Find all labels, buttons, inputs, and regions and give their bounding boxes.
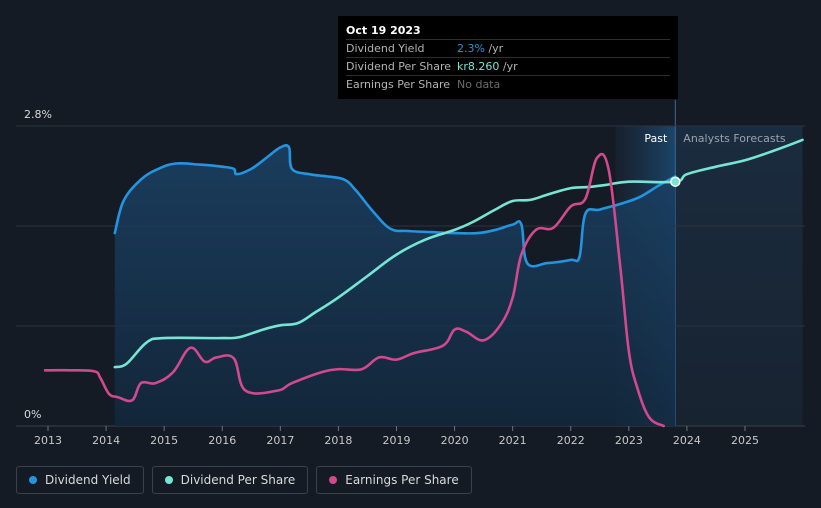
legend-item-earnings-per-share[interactable]: Earnings Per Share <box>316 466 472 494</box>
tooltip-value: kr8.260 <box>457 60 500 73</box>
dividend-yield-area <box>114 145 676 426</box>
tooltip-label: Dividend Per Share <box>346 60 452 73</box>
x-tick-label: 2014 <box>92 434 120 447</box>
tooltip-date: Oct 19 2023 <box>346 22 670 40</box>
forecast-label: Analysts Forecasts <box>683 132 786 145</box>
x-tick-label: 2016 <box>208 434 236 447</box>
legend: Dividend Yield Dividend Per Share Earnin… <box>16 466 472 494</box>
tooltip-row-earnings-per-share: Earnings Per Share No data <box>346 76 670 94</box>
legend-dot-icon <box>29 476 37 484</box>
x-tick-label: 2013 <box>34 434 62 447</box>
x-tick-label: 2018 <box>324 434 352 447</box>
x-tick-label: 2023 <box>615 434 643 447</box>
tooltip-value: No data <box>457 78 501 91</box>
x-tick-label: 2021 <box>499 434 527 447</box>
hover-marker <box>670 176 681 187</box>
tooltip-label: Earnings Per Share <box>346 78 451 91</box>
earnings-per-share-line <box>43 152 665 428</box>
tooltip-value: 2.3% <box>457 42 485 55</box>
legend-dot-icon <box>164 476 173 484</box>
tooltip-unit: /yr <box>484 42 504 55</box>
x-tick-label: 2019 <box>383 434 411 447</box>
legend-label: Dividend Yield <box>45 473 131 487</box>
x-tick-label: 2022 <box>557 434 585 447</box>
x-tick-label: 2020 <box>441 434 469 447</box>
x-tick-label: 2025 <box>731 434 759 447</box>
legend-item-dividend-yield[interactable]: Dividend Yield <box>16 466 144 494</box>
tooltip-label: Dividend Yield <box>346 42 425 55</box>
legend-label: Earnings Per Share <box>345 473 459 487</box>
y-axis-top-label: 2.8% <box>24 108 52 121</box>
legend-item-dividend-per-share[interactable]: Dividend Per Share <box>151 466 309 494</box>
past-label: Past <box>644 132 668 145</box>
dividend-yield-line <box>113 144 677 268</box>
legend-label: Dividend Per Share <box>180 473 296 487</box>
forecast-region <box>675 126 803 426</box>
x-tick-label: 2024 <box>673 434 701 447</box>
legend-dot-icon <box>329 476 338 484</box>
x-tick-label: 2015 <box>150 434 178 447</box>
tooltip: Oct 19 2023 Dividend Yield 2.3% /yr Divi… <box>338 16 678 99</box>
tooltip-row-dividend-per-share: Dividend Per Share kr8.260 /yr <box>346 58 670 76</box>
tooltip-unit: /yr <box>499 60 518 73</box>
x-tick-label: 2017 <box>266 434 294 447</box>
tooltip-row-dividend-yield: Dividend Yield 2.3% /yr <box>346 40 670 58</box>
y-axis-bottom-label: 0% <box>24 408 41 421</box>
